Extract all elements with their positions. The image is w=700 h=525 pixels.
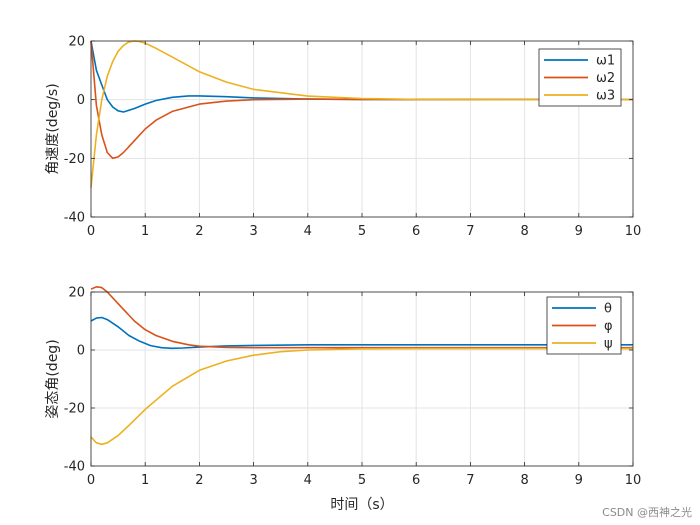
x-tick-label: 3	[249, 473, 257, 488]
x-tick-label: 10	[625, 224, 642, 239]
x-tick-label: 8	[520, 473, 528, 488]
x-tick-label: 6	[412, 224, 420, 239]
x-axis-label: 时间（s）	[330, 497, 393, 513]
x-tick-label: 0	[87, 473, 95, 488]
y-tick-label: -20	[64, 152, 85, 167]
x-tick-label: 4	[304, 224, 312, 239]
series-line-3	[90, 347, 633, 446]
y-tick-label: 20	[68, 35, 85, 50]
x-tick-label: 5	[358, 473, 366, 488]
y-tick-label: 20	[68, 286, 85, 301]
x-tick-label: 2	[195, 473, 203, 488]
y-tick-label: 0	[77, 344, 85, 359]
x-tick-label: 6	[412, 473, 420, 488]
x-tick-label: 3	[249, 224, 257, 239]
angular-velocity-plot: 0 1 2 3 4 5 6 7 8 9 10 20 0 -20 -40 角速度(deg/s) ω1 ω2 ω3	[45, 35, 641, 240]
x-tick-label: 8	[520, 224, 528, 239]
y-tick-label: -40	[64, 211, 85, 226]
x-tick-label: 7	[466, 473, 474, 488]
x-tick-label: 7	[466, 224, 474, 239]
legend-label-3: ω3	[596, 89, 615, 104]
legend-label-1: θ	[604, 302, 612, 317]
x-tick-label: 0	[87, 224, 95, 239]
legend-label-1: ω1	[596, 54, 615, 69]
x-tick-label: 9	[575, 224, 583, 239]
x-tick-label: 9	[575, 473, 583, 488]
watermark: CSDN @西神之光	[602, 505, 692, 519]
y-axis-label: 姿态角(deg)	[45, 339, 61, 418]
y-tick-label: -20	[64, 402, 85, 417]
y-tick-label: 0	[77, 93, 85, 108]
attitude-angle-plot: 0 1 2 3 4 5 6 7 8 9 10 20 0 -20 -40 姿态角(deg) 时间（s） θφψ	[45, 286, 641, 514]
x-tick-label: 4	[304, 473, 312, 488]
series-line-1	[90, 40, 634, 113]
legend-label-2: φ	[604, 319, 613, 334]
x-tick-label: 10	[625, 473, 642, 488]
x-tick-label: 5	[358, 224, 366, 239]
x-tick-label: 2	[195, 224, 203, 239]
legend: θφψ	[546, 296, 622, 355]
x-tick-label: 1	[141, 224, 149, 239]
legend-label-2: ω2	[596, 71, 615, 86]
y-tick-label: -40	[64, 460, 85, 475]
x-tick-label: 1	[141, 473, 149, 488]
series-line-1	[90, 316, 633, 350]
series-line-2	[90, 40, 634, 160]
legend-label-3: ψ	[604, 337, 613, 352]
legend: ω1 ω2 ω3	[538, 48, 622, 107]
y-axis-label: 角速度(deg/s)	[45, 83, 61, 174]
